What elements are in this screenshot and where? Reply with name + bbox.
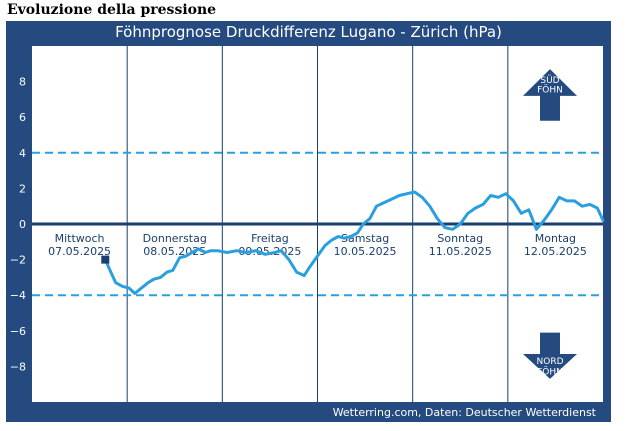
y-tick-label: 4: [19, 147, 26, 160]
sued-foehn-arrow-icon: [523, 69, 577, 121]
nord-foehn-arrow-icon: [523, 332, 577, 379]
chart-source: Wetterring.com, Daten: Deutscher Wetterd…: [332, 406, 596, 419]
y-tick-label: −4: [10, 289, 26, 302]
y-tick-label: −2: [10, 254, 26, 267]
page-title: Evoluzione della pressione: [7, 2, 217, 18]
sued-foehn-label-top: SÜD: [540, 75, 559, 86]
day-name-label: Freitag: [251, 232, 289, 245]
series-start-marker: [101, 255, 110, 264]
y-tick-label: −6: [10, 325, 26, 338]
day-name-label: Mittwoch: [55, 232, 105, 245]
series-line: [103, 190, 605, 295]
y-tick-label: −8: [10, 360, 26, 373]
day-name-label: Sonntag: [437, 232, 483, 245]
y-tick-label: 2: [19, 182, 26, 195]
day-name-label: Donnerstag: [143, 232, 207, 245]
y-tick-label: 8: [19, 76, 26, 89]
day-date-label: 12.05.2025: [524, 245, 587, 258]
nord-foehn-label-top: NORD: [537, 357, 564, 367]
y-tick-label: 0: [19, 218, 26, 231]
chart-title: Föhnprognose Druckdifferenz Lugano - Zür…: [115, 23, 502, 41]
sued-foehn-label-bottom: FÖHN: [537, 85, 563, 96]
day-date-label: 11.05.2025: [429, 245, 492, 258]
day-name-label: Montag: [535, 232, 576, 245]
day-date-label: 07.05.2025: [48, 245, 111, 258]
y-tick-label: 6: [19, 111, 26, 124]
nord-foehn-label-bottom: FÖHN: [537, 367, 563, 378]
chart-frame: 8 6 4 2 0 −2 −4 −6 −8 Mittwoch 07.05.2025 Donnersta…: [6, 21, 611, 422]
day-date-label: 10.05.2025: [334, 245, 397, 258]
